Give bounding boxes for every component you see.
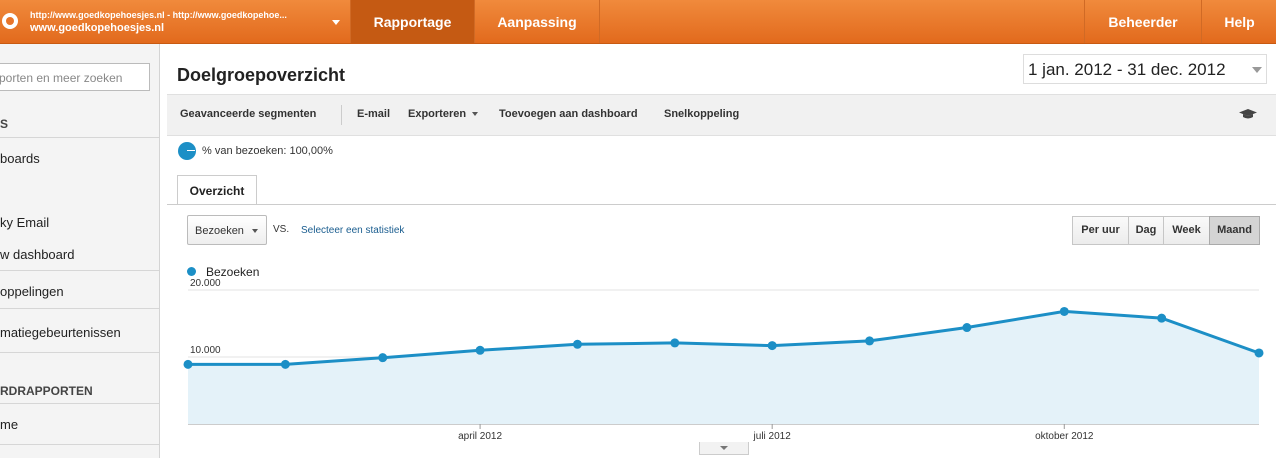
report-toolbar: Geavanceerde segmenten E-mail Exporteren… [167, 94, 1276, 136]
granularity-day-button[interactable]: Dag [1128, 216, 1164, 245]
x-axis-labels: april 2012 juli 2012 oktober 2012 [458, 424, 1094, 442]
divider [0, 137, 159, 138]
y-axis-labels: 10.000 20.000 [190, 278, 221, 356]
data-point[interactable] [475, 345, 485, 355]
divider [0, 308, 159, 309]
data-point[interactable] [962, 323, 972, 333]
data-point[interactable] [378, 353, 388, 363]
advanced-segments-button[interactable]: Geavanceerde segmenten [180, 108, 317, 120]
data-point[interactable] [865, 336, 875, 346]
metric-select[interactable]: Bezoeken [187, 215, 267, 245]
data-point[interactable] [1157, 313, 1167, 323]
top-navigation-bar: http://www.goedkopehoesjes.nl - http://w… [0, 0, 1276, 44]
sidebar-heading-standard-reports: RDRAPPORTEN [0, 384, 93, 398]
sidebar-item-dashboards[interactable]: boards [0, 151, 40, 166]
data-point[interactable] [572, 339, 582, 349]
x-tick-label: oktober 2012 [1035, 431, 1094, 442]
date-range-text: 1 jan. 2012 - 31 dec. 2012 [1028, 60, 1226, 79]
graduation-cap-icon[interactable] [1239, 109, 1257, 119]
data-point[interactable] [1254, 348, 1264, 358]
divider [0, 403, 159, 404]
y-tick-label: 20.000 [190, 278, 221, 289]
sidebar-item-intelligence-events[interactable]: matiegebeurtenissen [0, 325, 121, 340]
legend-marker [187, 267, 196, 276]
page-title: Doelgroepoverzicht [177, 65, 346, 85]
chart-expand-handle[interactable] [699, 442, 749, 455]
chevron-down-icon[interactable] [332, 20, 340, 25]
shortcut-button[interactable]: Snelkoppeling [664, 108, 740, 120]
granularity-month-button[interactable]: Maand [1209, 216, 1260, 245]
tab-overzicht[interactable]: Overzicht [177, 175, 257, 205]
divider [341, 105, 342, 125]
add-to-dashboard-button[interactable]: Toevoegen aan dashboard [499, 108, 638, 120]
sidebar-item-new-dashboard[interactable]: w dashboard [0, 247, 75, 262]
granularity-hour-button[interactable]: Per uur [1072, 216, 1129, 245]
divider [0, 352, 159, 353]
export-button[interactable]: Exporteren [408, 108, 479, 120]
segment-percentage: % van bezoeken: 100,00% [202, 145, 333, 157]
sidebar-item-realtime[interactable]: me [0, 417, 19, 432]
help-link[interactable]: Help [1201, 0, 1276, 43]
search-placeholder: porten en meer zoeken [0, 71, 123, 85]
vs-label: VS. [273, 224, 290, 235]
y-tick-label: 10.000 [190, 345, 221, 356]
data-point[interactable] [280, 359, 290, 369]
tab-aanpassing[interactable]: Aanpassing [474, 0, 600, 43]
sidebar: porten en meer zoeken S boards ky Email … [0, 44, 160, 458]
sidebar-item-email[interactable]: ky Email [0, 215, 50, 230]
chevron-down-icon [252, 229, 258, 233]
select-statistic-link[interactable]: Selecteer een statistiek [301, 225, 405, 236]
divider [0, 270, 159, 271]
export-label: Exporteren [408, 108, 467, 120]
x-tick-label: april 2012 [458, 431, 502, 442]
segment-pie-icon [178, 142, 196, 160]
series-line [188, 309, 1260, 366]
date-range-picker[interactable]: 1 jan. 2012 - 31 dec. 2012 [1023, 54, 1267, 84]
data-point[interactable] [1059, 306, 1069, 316]
admin-link[interactable]: Beheerder [1084, 0, 1201, 43]
chevron-down-icon [472, 112, 479, 117]
legend-label: Bezoeken [206, 265, 260, 279]
main-content: Doelgroepoverzicht 1 jan. 2012 - 31 dec.… [167, 44, 1276, 458]
sidebar-item-shortcuts[interactable]: oppelingen [0, 284, 64, 299]
account-url: http://www.goedkopehoesjes.nl - http://w… [30, 10, 287, 20]
divider [0, 444, 159, 445]
sidebar-search-input[interactable]: porten en meer zoeken [0, 63, 150, 91]
account-name: www.goedkopehoesjes.nl [30, 22, 165, 34]
data-point[interactable] [670, 338, 680, 348]
data-point[interactable] [183, 359, 193, 369]
chevron-down-icon[interactable] [1252, 67, 1262, 73]
visits-line-chart: 10.000 20.000 april 2012 juli 2012 oktober … [183, 278, 1264, 442]
email-button[interactable]: E-mail [357, 108, 391, 120]
divider [167, 204, 1276, 205]
data-point[interactable] [767, 341, 777, 351]
account-selector[interactable]: http://www.goedkopehoesjes.nl - http://w… [0, 0, 350, 43]
series-area [188, 311, 1259, 424]
tab-rapportage[interactable]: Rapportage [350, 0, 474, 43]
metric-select-value: Bezoeken [195, 225, 244, 237]
sidebar-heading: S [0, 117, 9, 131]
globe-icon [2, 13, 18, 29]
x-tick-label: juli 2012 [753, 431, 792, 442]
series-points [183, 306, 1264, 369]
